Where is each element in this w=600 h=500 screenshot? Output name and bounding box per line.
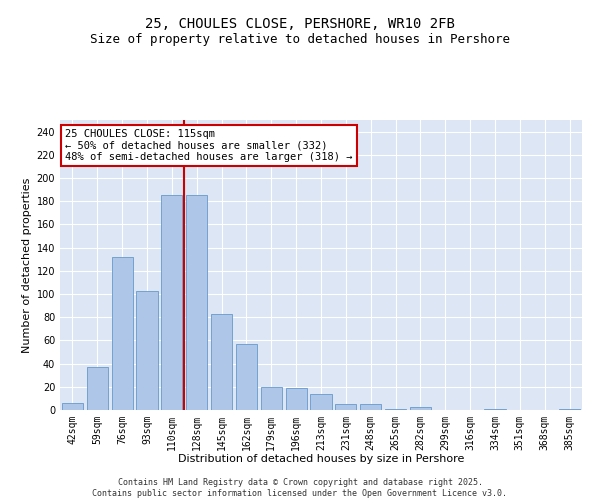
Bar (211, 314, 232, 410)
Text: 25 CHOULES CLOSE: 115sqm
← 50% of detached houses are smaller (332)
48% of semi-: 25 CHOULES CLOSE: 115sqm ← 50% of detach… (65, 128, 353, 162)
X-axis label: Distribution of detached houses by size in Pershore: Distribution of detached houses by size … (178, 454, 464, 464)
Bar (484, 409, 506, 410)
Bar (112, 257, 133, 410)
Bar (310, 394, 332, 410)
Bar (286, 388, 307, 410)
Bar (62, 403, 83, 410)
Y-axis label: Number of detached properties: Number of detached properties (22, 178, 32, 352)
Text: 25, CHOULES CLOSE, PERSHORE, WR10 2FB: 25, CHOULES CLOSE, PERSHORE, WR10 2FB (145, 18, 455, 32)
Text: Contains HM Land Registry data © Crown copyright and database right 2025.
Contai: Contains HM Land Registry data © Crown c… (92, 478, 508, 498)
Bar (559, 409, 580, 410)
Bar (261, 387, 282, 410)
Text: Size of property relative to detached houses in Pershore: Size of property relative to detached ho… (90, 32, 510, 46)
Bar (385, 409, 406, 410)
Bar (136, 290, 158, 410)
Bar (410, 406, 431, 410)
Bar (360, 404, 381, 410)
Bar (161, 196, 182, 410)
Bar (186, 196, 207, 410)
Bar (335, 404, 356, 410)
Bar (236, 344, 257, 410)
Bar (87, 367, 108, 410)
